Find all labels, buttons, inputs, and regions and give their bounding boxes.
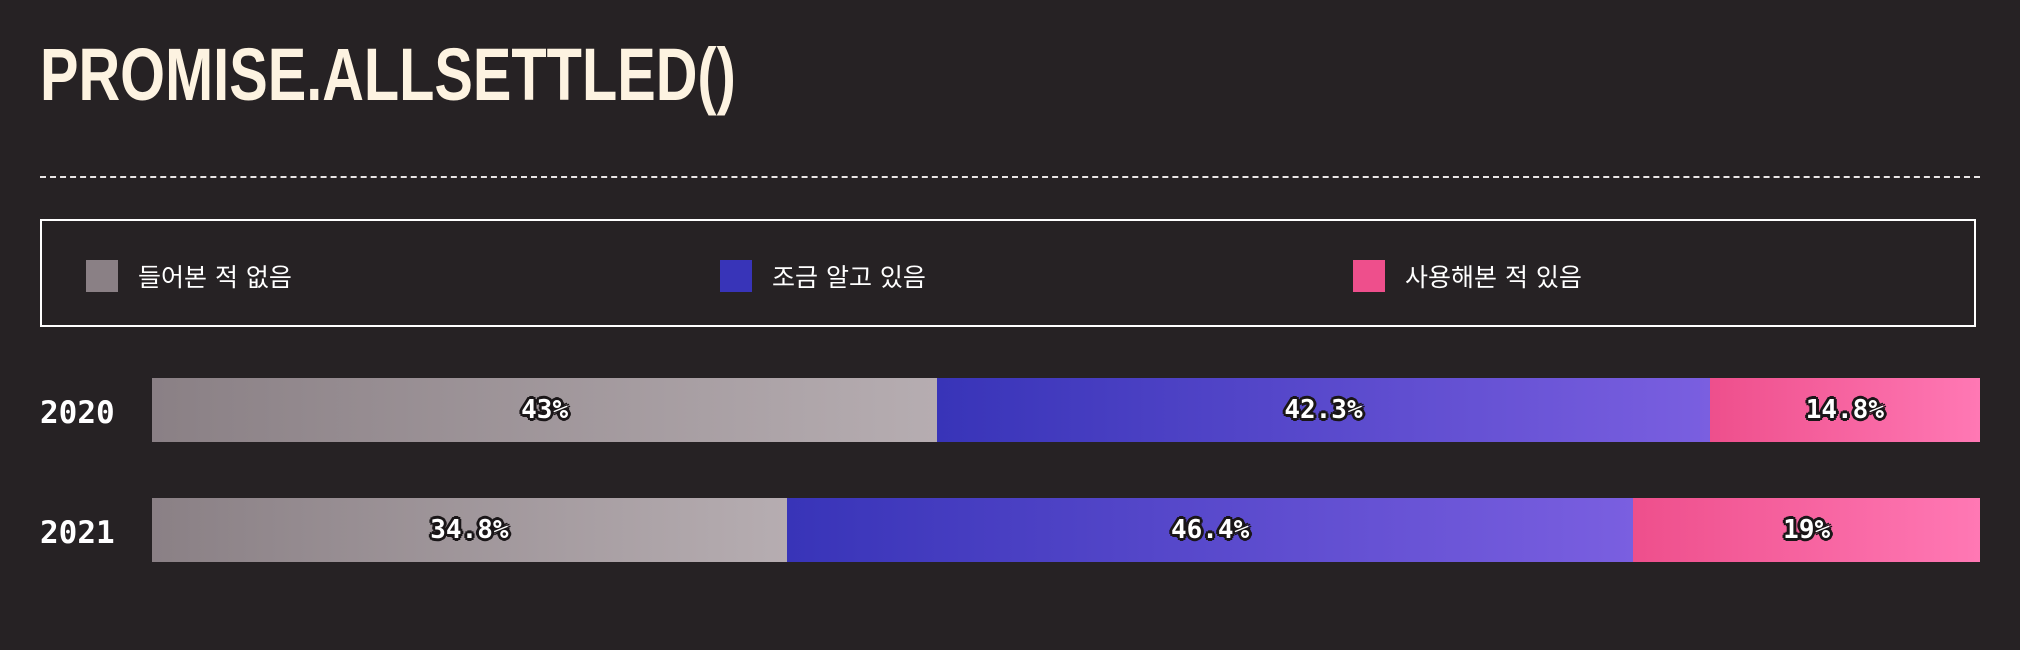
data-label-used-2021: 19%	[1783, 515, 1831, 545]
legend-swatch-not-heard	[86, 260, 118, 292]
data-label-used-2020: 14.8%	[1805, 395, 1884, 425]
chart-title: PROMISE.ALLSETTLED()	[40, 33, 736, 116]
row-label-2020: 2020	[40, 395, 115, 431]
data-label-know-little-2020: 42.3%	[1284, 395, 1363, 425]
bar-segment-not-heard-2020: 43%	[152, 378, 938, 442]
legend: 들어본 적 없음 조금 알고 있음 사용해본 적 있음	[40, 219, 1976, 327]
legend-swatch-know-little	[720, 260, 752, 292]
bar-segment-know-little-2020: 42.3%	[937, 378, 1710, 442]
legend-label-know-little: 조금 알고 있음	[772, 263, 926, 292]
legend-item-not-heard: 들어본 적 없음	[86, 259, 292, 293]
stacked-bar-2020: 43% 42.3% 14.8%	[152, 378, 1980, 442]
data-label-know-little-2021: 46.4%	[1170, 515, 1250, 545]
legend-item-used: 사용해본 적 있음	[1353, 259, 1582, 293]
legend-swatch-used	[1353, 260, 1385, 292]
bar-segment-not-heard-2021: 34.8%	[152, 498, 787, 562]
legend-item-know-little: 조금 알고 있음	[720, 259, 926, 293]
data-label-not-heard-2020: 43%	[521, 395, 569, 425]
row-label-2021: 2021	[40, 515, 115, 551]
legend-label-used: 사용해본 적 있음	[1405, 263, 1582, 292]
bar-segment-know-little-2021: 46.4%	[786, 498, 1634, 562]
legend-label-not-heard: 들어본 적 없음	[138, 263, 292, 292]
dashed-divider	[40, 176, 1980, 178]
stacked-bar-2021: 34.8% 46.4% 19%	[152, 498, 1980, 562]
bar-segment-used-2021: 19%	[1633, 498, 1980, 562]
bar-segment-used-2020: 14.8%	[1709, 378, 1980, 442]
data-label-not-heard-2021: 34.8%	[430, 515, 509, 545]
